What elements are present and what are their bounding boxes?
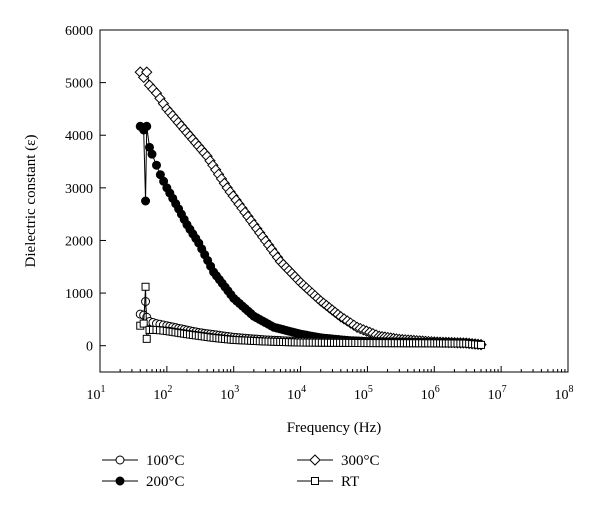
data-point [152,160,162,170]
x-tick-label: 102 [153,384,172,403]
legend-marker [309,454,321,466]
x-tick-base: 10 [153,388,167,403]
x-tick-label: 103 [220,384,239,403]
x-tick-label: 105 [354,384,373,403]
x-tick-label: 101 [87,384,106,403]
series-layer [134,66,487,351]
legend: 100°C 200°C 300°C RT [102,453,380,490]
legend-label: 100°C [146,453,185,469]
series-rt [136,282,486,349]
y-tick-label: 1000 [65,287,93,302]
y-tick-label: 4000 [65,129,93,144]
series-200c [135,121,486,350]
x-tick-label: 104 [287,384,306,403]
data-point [139,319,148,328]
plot-frame [99,29,569,373]
x-tick-exponent: 1 [101,384,106,395]
x-tick-label: 107 [488,384,507,403]
legend-marker [115,476,125,486]
x-axis: 101 102 103 104 105 106 107 108 [87,366,574,403]
x-tick-base: 10 [220,388,234,403]
x-tick-exponent: 6 [435,384,440,395]
y-tick-label: 3000 [65,182,93,197]
x-tick-exponent: 8 [569,384,574,395]
x-tick-base: 10 [555,388,569,403]
x-tick-base: 10 [87,388,101,403]
legend-entry: 300°C [297,453,380,469]
data-point [142,121,152,131]
x-tick-exponent: 2 [167,384,172,395]
legend-entry: 200°C [102,474,185,490]
data-point [477,340,486,349]
x-tick-base: 10 [354,388,368,403]
legend-marker [115,455,125,465]
x-tick-exponent: 5 [368,384,373,395]
y-axis: 0 1000 2000 3000 4000 5000 6000 [65,24,106,355]
legend-marker [311,477,319,485]
x-tick-base: 10 [488,388,502,403]
series-300c [134,66,487,351]
x-tick-base: 10 [287,388,301,403]
x-tick-label: 106 [421,384,440,403]
data-point [141,196,151,206]
x-tick-exponent: 7 [502,384,507,395]
series-line [139,70,482,346]
data-point [141,282,150,291]
legend-entry: 100°C [102,453,185,469]
y-tick-label: 6000 [65,24,93,39]
y-axis-label: Dielectric constant (ε) [23,135,39,268]
y-tick-label: 5000 [65,77,93,92]
x-axis-label: Frequency (Hz) [287,420,382,436]
legend-label: 200°C [146,474,185,490]
x-tick-exponent: 4 [301,384,306,395]
y-tick-label: 0 [86,340,93,355]
data-point [147,149,157,159]
legend-label: RT [341,474,359,490]
x-tick-label: 108 [555,384,574,403]
x-tick-base: 10 [421,388,435,403]
legend-entry: RT [297,474,359,490]
x-tick-exponent: 3 [234,384,239,395]
data-point [141,66,153,78]
data-point [142,334,151,343]
y-tick-label: 2000 [65,234,93,249]
legend-label: 300°C [341,453,380,469]
